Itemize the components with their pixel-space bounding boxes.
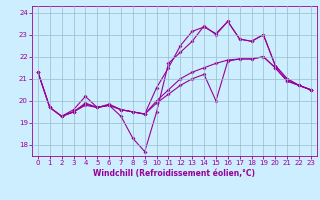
X-axis label: Windchill (Refroidissement éolien,°C): Windchill (Refroidissement éolien,°C) bbox=[93, 169, 255, 178]
